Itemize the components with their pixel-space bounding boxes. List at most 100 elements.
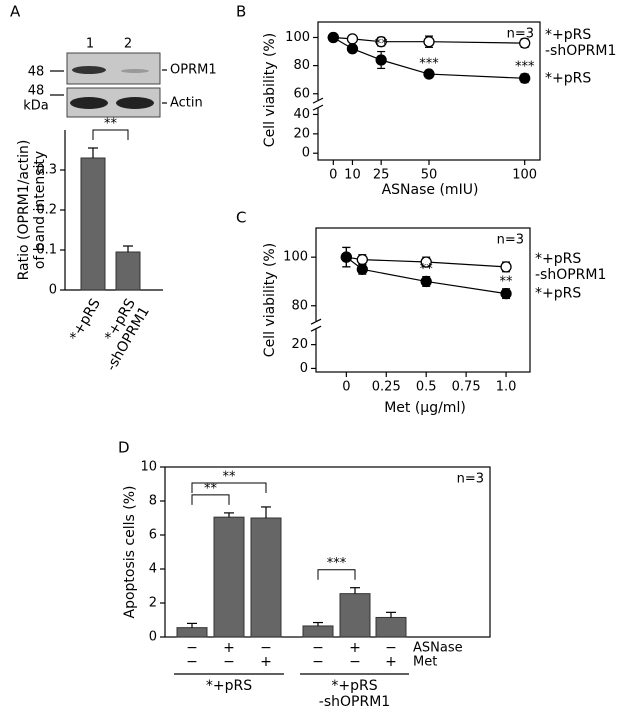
x-tick-label: 25 — [373, 168, 390, 183]
y-tick-label: 0.3 — [36, 163, 57, 178]
bar — [375, 616, 407, 638]
y-axis-label: Cell viability (%) — [262, 243, 278, 357]
data-point — [519, 37, 531, 49]
condition-mark: − — [260, 640, 272, 656]
bar — [80, 157, 106, 291]
y-axis-label: Cell viability (%) — [262, 33, 278, 147]
mw-marker: 48 — [28, 84, 45, 99]
mw-marker: 48 — [28, 65, 45, 80]
data-point — [346, 33, 359, 45]
x-tick-label: 100 — [512, 168, 537, 183]
condition-mark: − — [349, 654, 361, 670]
significance: ** — [420, 262, 434, 277]
significance: ** — [375, 37, 389, 52]
bar — [176, 627, 208, 638]
series-label: *+pRS -shOPRM1 — [535, 251, 606, 283]
series-label: *+pRS — [545, 70, 591, 86]
x-tick-label: 10 — [344, 168, 361, 183]
blot-band — [70, 97, 108, 109]
y-tick-label: 80 — [291, 298, 308, 313]
condition-mark: + — [223, 640, 235, 656]
series-label: *+pRS -shOPRM1 — [545, 27, 616, 59]
band-label: Actin — [170, 96, 203, 111]
data-point — [420, 256, 432, 268]
significance-bracket — [191, 482, 267, 493]
significance-bracket — [92, 129, 129, 140]
mw-marker: kDa — [23, 99, 49, 114]
group-label: *+pRS — [206, 678, 252, 694]
condition-mark: + — [385, 654, 397, 670]
row-label: ASNase — [413, 641, 463, 656]
panel-letter: A — [10, 3, 21, 21]
data-point — [375, 54, 387, 66]
condition-mark: − — [186, 640, 198, 656]
x-axis-label: Met (μg/ml) — [384, 400, 466, 416]
blot-band — [121, 69, 149, 73]
data-point — [423, 68, 435, 80]
x-axis-label: ASNase (mIU) — [382, 182, 479, 198]
condition-mark: − — [312, 654, 324, 670]
y-tick-label: 100 — [283, 250, 308, 265]
y-tick-label: 0 — [49, 283, 57, 298]
x-tick-label: 0.5 — [416, 380, 437, 395]
panel-letter: C — [236, 209, 246, 227]
y-tick-label: 0.2 — [36, 203, 57, 218]
condition-mark: − — [385, 640, 397, 656]
y-tick-label: 0 — [302, 146, 310, 161]
group-label: *+pRS -shOPRM1 — [319, 678, 390, 710]
y-tick-label: 0 — [300, 361, 308, 376]
significance: ** — [104, 117, 118, 132]
data-point — [327, 31, 339, 44]
x-tick-label: 50 — [421, 168, 438, 183]
significance: *** — [419, 57, 439, 72]
significance: *** — [515, 60, 535, 75]
bar — [115, 251, 141, 291]
y-tick-label: 60 — [293, 86, 310, 101]
y-tick-label: 0 — [149, 630, 157, 645]
data-point — [375, 36, 387, 48]
sample-size: n=3 — [497, 233, 524, 248]
data-point — [519, 72, 531, 84]
data-point — [420, 275, 432, 288]
x-tick-label: 0.25 — [372, 380, 401, 395]
significance: ** — [500, 274, 514, 289]
row-label: Met — [413, 655, 437, 670]
y-tick-label: 0.1 — [36, 243, 57, 258]
x-tick-label: 0.75 — [452, 380, 481, 395]
y-axis-label: Ratio (OPRM1/actin)of band intensity — [16, 140, 48, 281]
condition-mark: − — [312, 640, 324, 656]
data-point — [356, 253, 368, 266]
data-point — [340, 251, 352, 263]
y-tick-label: 10 — [140, 460, 157, 475]
data-point — [500, 261, 512, 273]
x-tick-label: 0 — [329, 168, 337, 183]
condition-mark: + — [260, 654, 272, 670]
data-point — [346, 43, 359, 55]
y-tick-label: 80 — [293, 58, 310, 73]
sample-size: n=3 — [507, 27, 534, 42]
y-tick-label: 100 — [285, 30, 310, 45]
bar — [302, 625, 334, 638]
significance: *** — [327, 556, 347, 571]
axis-break-gap — [315, 100, 321, 109]
y-tick-label: 6 — [149, 528, 157, 543]
y-tick-label: 2 — [149, 596, 157, 611]
series-label: *+pRS — [535, 286, 581, 302]
data-point — [500, 287, 512, 300]
y-tick-label: 4 — [149, 562, 157, 577]
sample-size: n=3 — [457, 472, 484, 487]
axis-break — [312, 97, 324, 104]
data-point — [356, 263, 368, 275]
condition-mark: − — [186, 654, 198, 670]
y-tick-label: 40 — [293, 107, 310, 122]
significance: ** — [204, 481, 218, 496]
bar — [250, 517, 282, 638]
bar — [213, 516, 245, 638]
blot-band — [72, 66, 106, 74]
x-tick-label: 1.0 — [496, 380, 517, 395]
condition-mark: − — [223, 654, 235, 670]
axis-break-gap — [313, 321, 319, 330]
plot-frame — [315, 227, 531, 373]
significance: ** — [223, 469, 237, 484]
